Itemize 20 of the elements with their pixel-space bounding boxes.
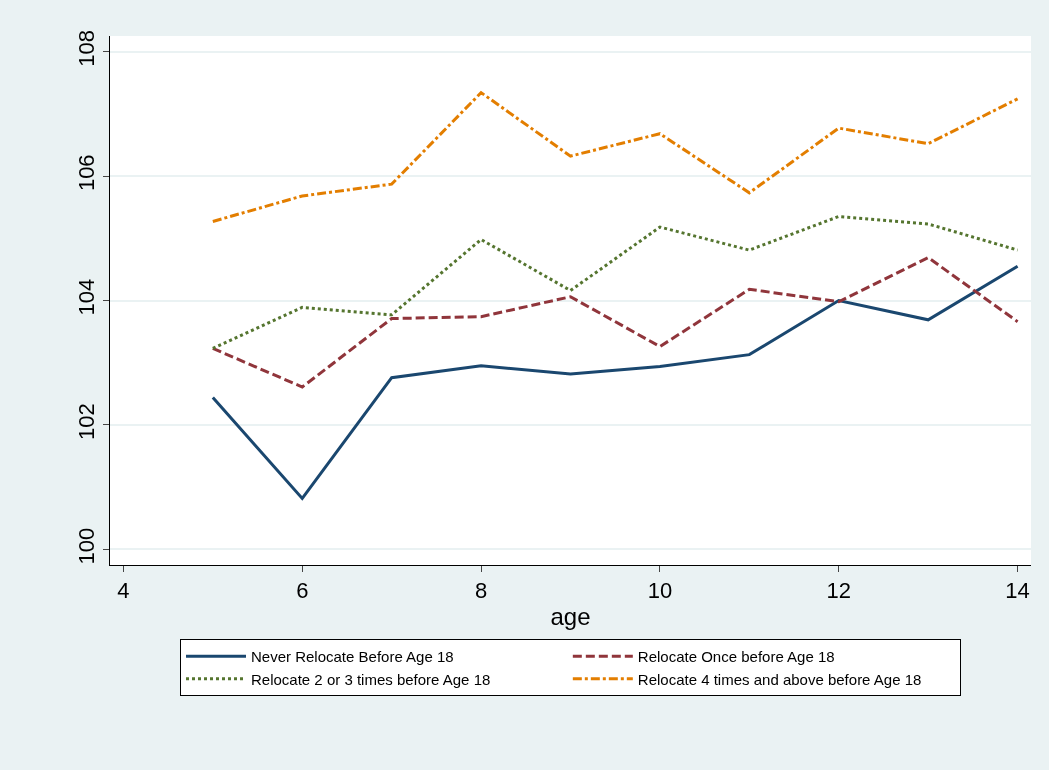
y-tick-label: 102 [74,403,100,441]
line-series [211,214,1020,350]
x-tick-label: 8 [474,578,488,604]
x-tick-label: 6 [296,578,309,604]
y-tick-label: 104 [74,278,100,316]
legend-label: Relocate 2 or 3 times before Age 18 [251,670,491,688]
x-tick-label: 14 [1005,578,1030,604]
y-tick-label: 100 [74,527,100,565]
line-series [211,264,1020,500]
x-axis-title: age [550,602,591,630]
line-series [211,91,1020,223]
legend-label: Relocate 4 times and above before Age 18 [637,670,922,688]
x-tick-label: 4 [117,578,130,604]
x-tick-label: 12 [826,578,851,604]
legend-label: Never Relocate Before Age 18 [251,648,454,666]
y-tick-label: 108 [74,29,100,67]
legend-label: Relocate Once before Age 18 [637,648,835,666]
x-tick-label: 10 [647,578,673,604]
line-series [211,256,1020,389]
y-tick-label: 106 [74,154,100,192]
